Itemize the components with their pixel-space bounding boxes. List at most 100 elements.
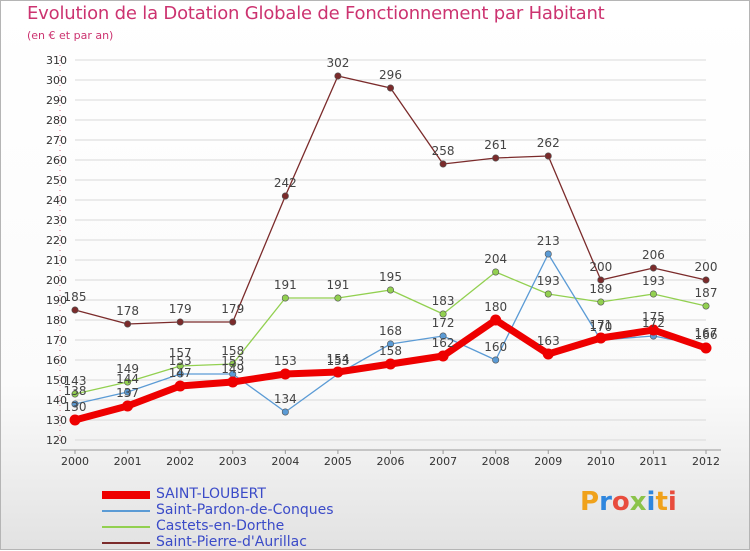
data-label: 187 bbox=[695, 286, 718, 300]
logo-letter: P bbox=[580, 487, 600, 517]
y-tick-label: 250 bbox=[46, 174, 67, 187]
data-point bbox=[542, 348, 554, 360]
chart-title: Evolution de la Dotation Globale de Fonc… bbox=[27, 3, 605, 24]
y-tick-label: 170 bbox=[46, 334, 67, 347]
data-point bbox=[176, 318, 184, 326]
data-label: 213 bbox=[537, 234, 560, 248]
data-label: 137 bbox=[116, 386, 139, 400]
y-tick-label: 130 bbox=[46, 414, 67, 427]
data-label: 147 bbox=[169, 366, 192, 380]
data-point bbox=[229, 318, 237, 326]
data-label: 166 bbox=[695, 328, 718, 342]
data-point bbox=[385, 358, 396, 370]
y-tick-label: 220 bbox=[46, 234, 67, 247]
data-label: 302 bbox=[326, 56, 349, 70]
data-point bbox=[492, 268, 500, 276]
data-label: 191 bbox=[274, 278, 297, 292]
y-tick-label: 310 bbox=[46, 54, 67, 67]
data-label: 144 bbox=[116, 372, 139, 386]
data-point bbox=[544, 250, 552, 258]
data-point bbox=[597, 276, 605, 284]
x-tick-label: 2003 bbox=[219, 455, 247, 468]
data-label: 185 bbox=[64, 290, 87, 304]
data-label: 153 bbox=[169, 354, 192, 368]
y-tick-label: 190 bbox=[46, 294, 67, 307]
data-point bbox=[122, 400, 134, 412]
data-point bbox=[386, 84, 394, 92]
data-point bbox=[386, 340, 394, 348]
data-point bbox=[544, 152, 552, 160]
data-label: 191 bbox=[326, 278, 349, 292]
y-tick-label: 140 bbox=[46, 394, 67, 407]
data-label: 167 bbox=[695, 326, 718, 340]
data-point bbox=[492, 154, 500, 162]
data-label: 158 bbox=[379, 344, 402, 358]
data-label: 158 bbox=[221, 344, 244, 358]
x-tick-label: 2000 bbox=[61, 455, 89, 468]
legend-swatch bbox=[102, 510, 150, 512]
logo-letter: i bbox=[667, 487, 677, 517]
data-label: 160 bbox=[484, 340, 507, 354]
data-label: 153 bbox=[221, 354, 244, 368]
legend-swatch bbox=[102, 542, 150, 544]
data-point bbox=[595, 332, 607, 344]
data-label: 296 bbox=[379, 68, 402, 82]
data-label: 206 bbox=[642, 248, 665, 262]
data-point bbox=[124, 378, 132, 386]
data-label: 204 bbox=[484, 252, 507, 266]
data-label: 163 bbox=[537, 334, 560, 348]
data-point bbox=[597, 298, 605, 306]
data-label: 143 bbox=[64, 374, 87, 388]
data-label: 157 bbox=[169, 346, 192, 360]
data-point bbox=[700, 342, 712, 354]
data-label: 149 bbox=[116, 362, 139, 376]
data-label: 172 bbox=[432, 316, 455, 330]
y-tick-label: 290 bbox=[46, 94, 67, 107]
data-point bbox=[386, 286, 394, 294]
data-label: 179 bbox=[221, 302, 244, 316]
data-point bbox=[649, 290, 657, 298]
x-tick-label: 2005 bbox=[324, 455, 352, 468]
data-point bbox=[176, 370, 184, 378]
logo-letter: i bbox=[646, 487, 656, 517]
data-label: 200 bbox=[589, 260, 612, 274]
y-tick-label: 280 bbox=[46, 114, 67, 127]
data-point bbox=[544, 290, 552, 298]
data-label: 134 bbox=[274, 392, 297, 406]
data-label: 193 bbox=[642, 274, 665, 288]
data-label: 138 bbox=[64, 384, 87, 398]
x-tick-label: 2004 bbox=[271, 455, 299, 468]
data-point bbox=[281, 408, 289, 416]
data-label: 172 bbox=[642, 316, 665, 330]
data-point bbox=[71, 390, 79, 398]
data-label: 189 bbox=[589, 282, 612, 296]
logo-letter: x bbox=[629, 487, 647, 517]
data-point bbox=[69, 414, 81, 426]
data-label: 258 bbox=[432, 144, 455, 158]
data-label: 154 bbox=[326, 352, 349, 366]
x-tick-label: 2010 bbox=[587, 455, 615, 468]
y-tick-label: 210 bbox=[46, 254, 67, 267]
data-point bbox=[174, 380, 186, 392]
data-label: 170 bbox=[589, 320, 612, 334]
legend-swatch bbox=[102, 526, 150, 528]
legend-label: Saint-Pardon-de-Conques bbox=[156, 502, 334, 518]
x-tick-label: 2006 bbox=[377, 455, 405, 468]
x-tick-label: 2011 bbox=[639, 455, 667, 468]
data-label: 200 bbox=[695, 260, 718, 274]
data-label: 242 bbox=[274, 176, 297, 190]
legend-label: SAINT-LOUBERT bbox=[156, 486, 266, 502]
data-point bbox=[490, 314, 502, 326]
y-tick-label: 240 bbox=[46, 194, 67, 207]
legend-label: Castets-en-Dorthe bbox=[156, 518, 285, 534]
data-point bbox=[124, 388, 132, 396]
data-point bbox=[279, 368, 291, 380]
data-label: 183 bbox=[432, 294, 455, 308]
data-label: 171 bbox=[589, 318, 612, 332]
data-label: 153 bbox=[274, 354, 297, 368]
data-point bbox=[439, 310, 447, 318]
data-point bbox=[124, 320, 132, 328]
legend-swatch bbox=[102, 491, 150, 499]
data-label: 175 bbox=[642, 310, 665, 324]
